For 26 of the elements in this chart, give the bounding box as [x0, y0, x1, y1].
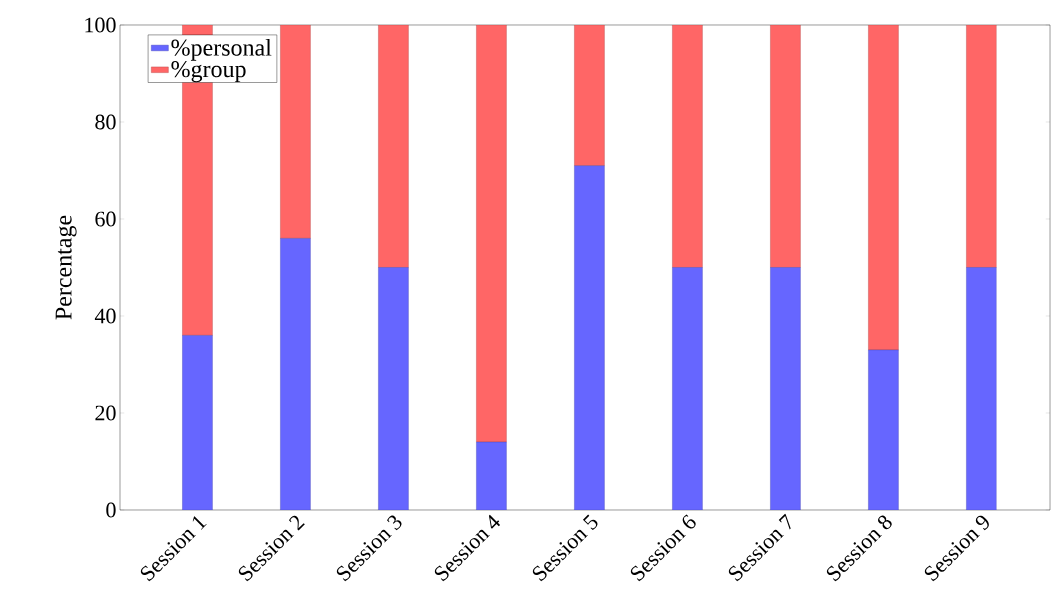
legend-label: %personal [171, 38, 272, 61]
bar [476, 441, 507, 510]
y-tick-label: 100 [85, 17, 116, 33]
bar [672, 25, 703, 268]
bar [574, 165, 605, 510]
bar [182, 335, 213, 510]
y-tick-label: 20 [95, 405, 116, 421]
y-axis-title: Percentage [55, 215, 77, 320]
bar [672, 267, 703, 510]
bar [966, 267, 997, 510]
bar [280, 25, 311, 239]
y-tick-label: 80 [95, 114, 116, 130]
bar [378, 267, 409, 510]
bar [868, 349, 899, 510]
bar [378, 25, 409, 268]
y-tick-label: 40 [94, 308, 116, 324]
bar [476, 25, 507, 443]
bar [574, 25, 605, 166]
bar [966, 25, 997, 268]
y-tick-label: 60 [95, 211, 116, 227]
legend-label: %group [171, 61, 246, 83]
bar [770, 25, 801, 268]
bar [868, 25, 899, 351]
y-tick-label: 0 [106, 502, 116, 518]
bar [770, 267, 801, 510]
bar [280, 238, 311, 510]
